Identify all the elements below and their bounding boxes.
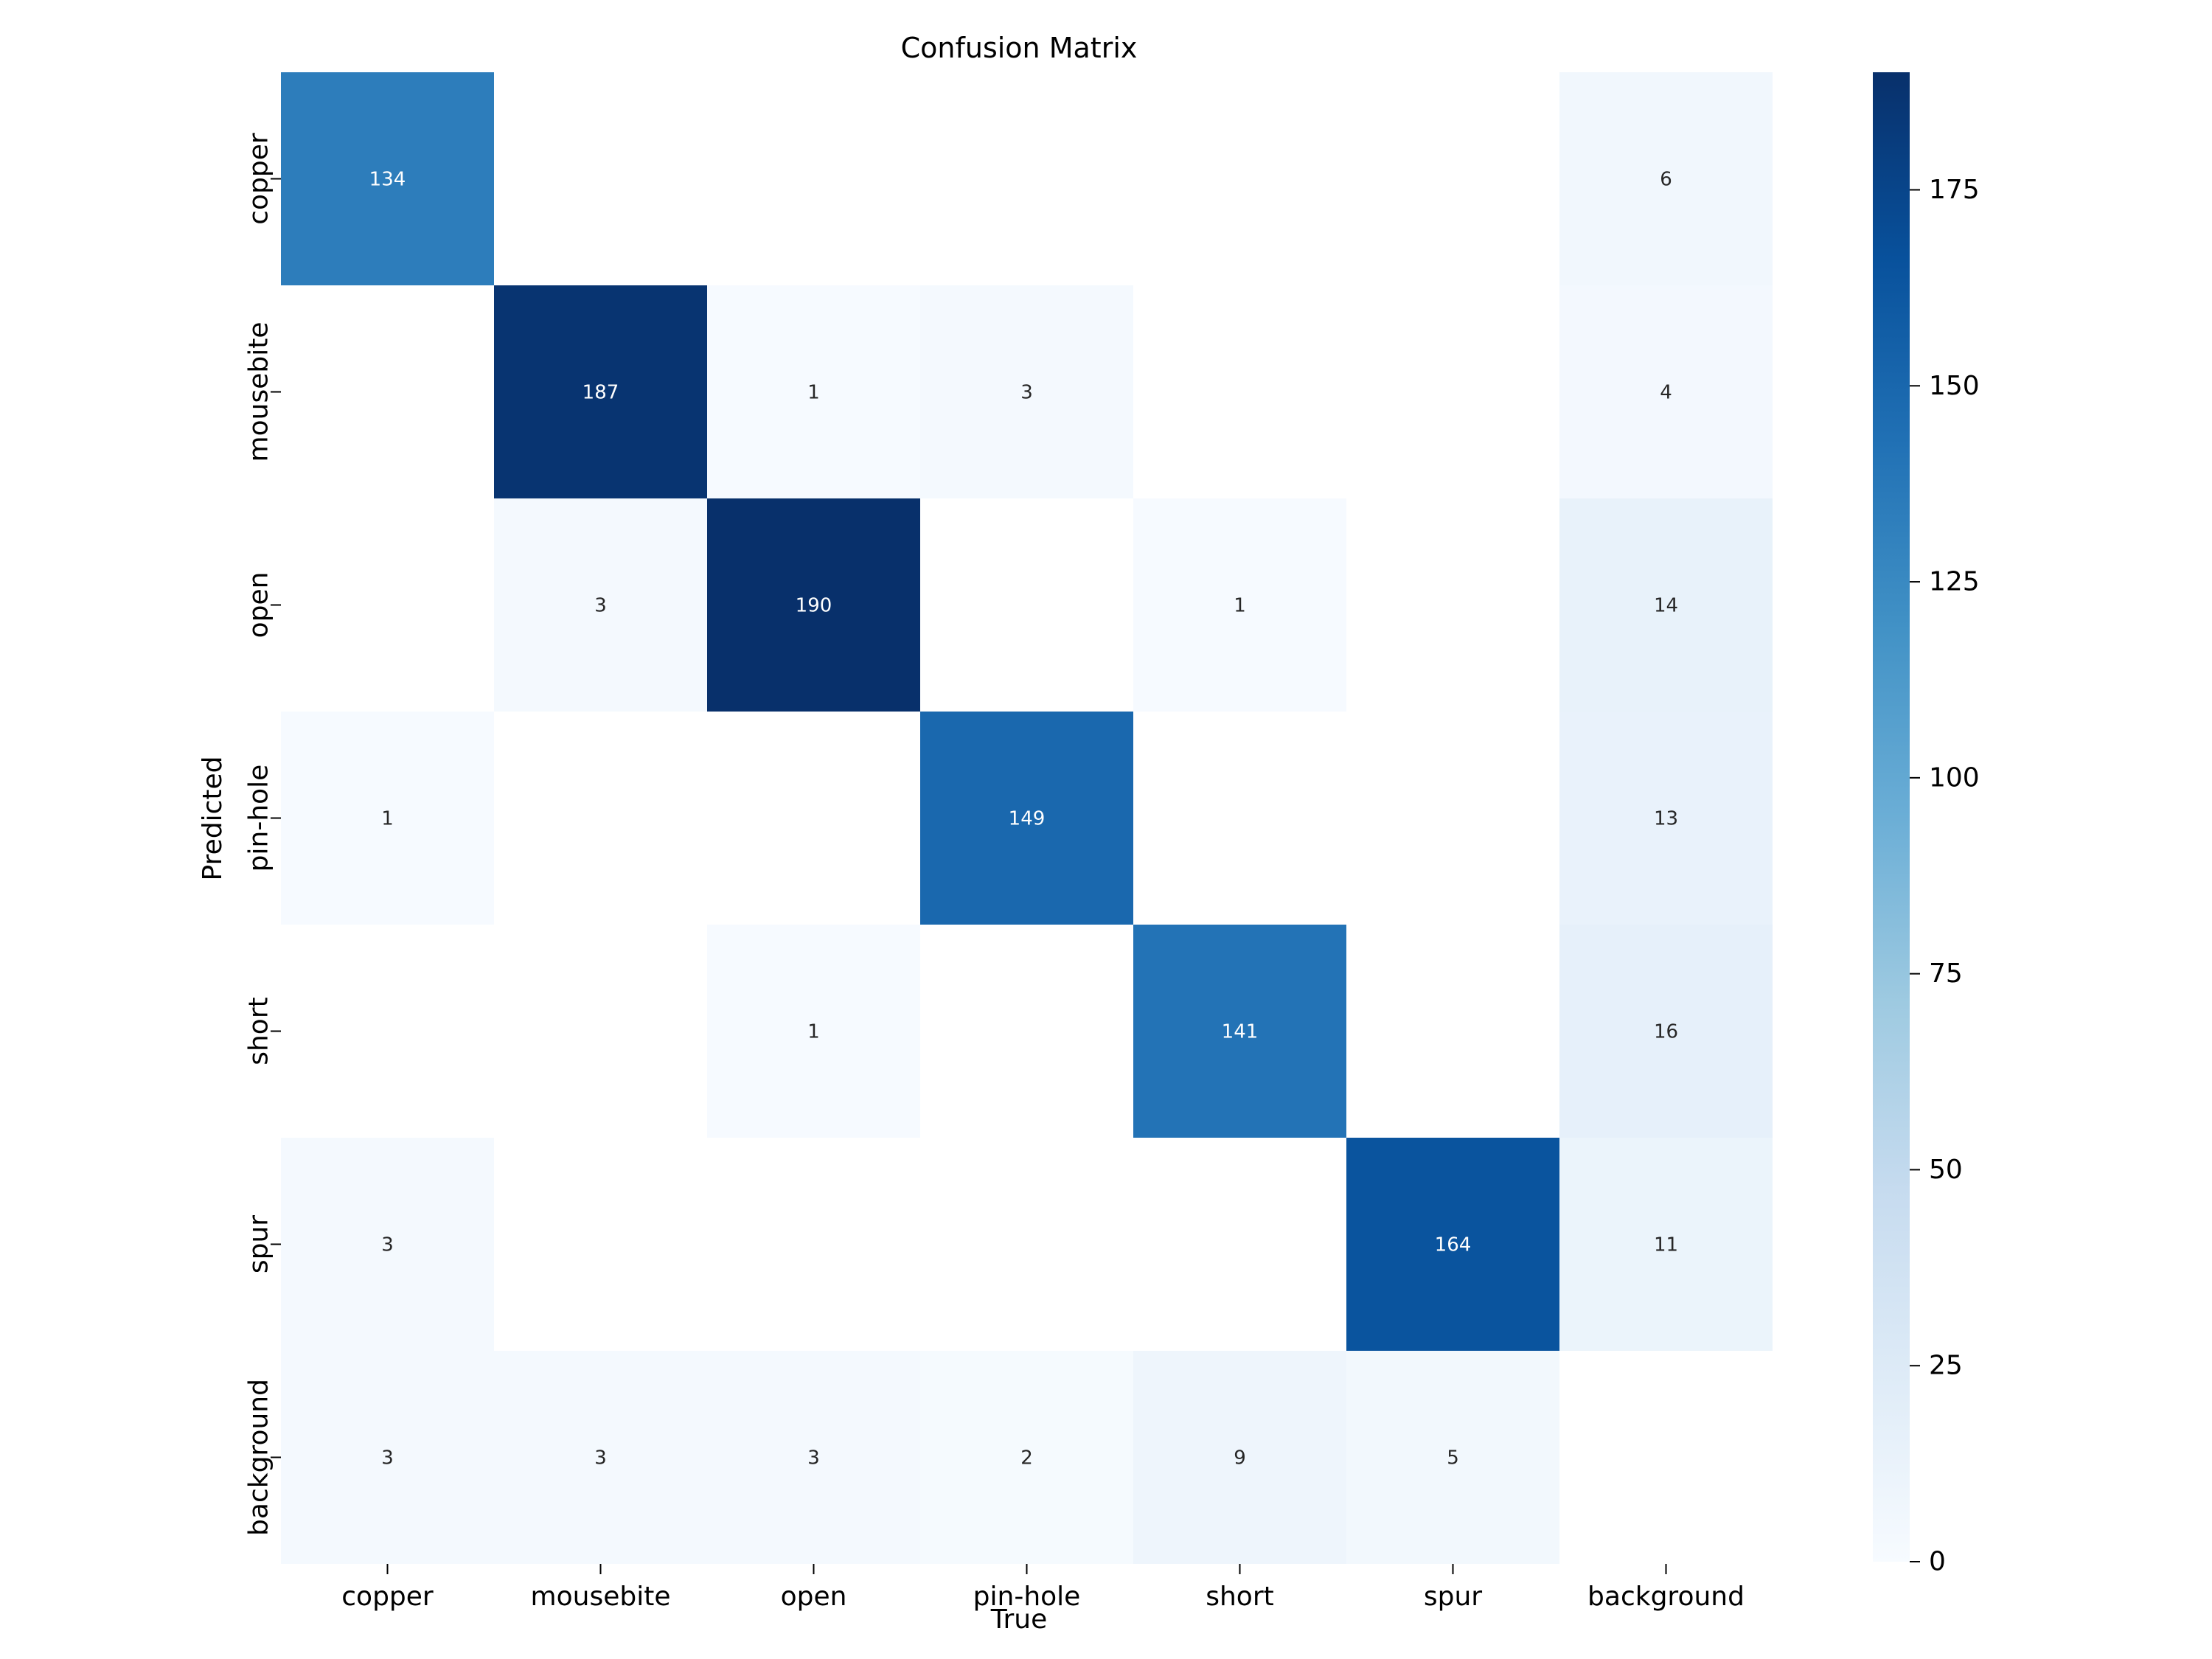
cell-value-label: 3 (594, 1447, 607, 1470)
cell-value-label: 6 (1660, 169, 1672, 191)
heatmap-cell (920, 712, 1133, 925)
cell-value-label: 1 (1234, 595, 1246, 617)
colorbar-tick-label: 0 (1929, 1547, 1946, 1577)
heatmap-cell (920, 285, 1133, 498)
y-tick-label: spur (244, 1215, 274, 1273)
heatmap-cell (494, 498, 707, 712)
cell-value-label: 1 (381, 808, 394, 830)
x-tick-label: pin-hole (973, 1582, 1081, 1612)
heatmap-cell (707, 498, 920, 712)
cell-value-label: 5 (1447, 1447, 1459, 1470)
heatmap-cell (920, 1351, 1133, 1564)
cell-value-label: 3 (381, 1447, 394, 1470)
x-tick-label: copper (341, 1582, 434, 1612)
heatmap-cell (1346, 1351, 1559, 1564)
heatmap-cell (1559, 1138, 1773, 1351)
colorbar-tick-label: 150 (1929, 371, 1980, 401)
cell-value-label: 149 (1009, 808, 1046, 830)
colorbar-gradient (1873, 72, 1910, 1562)
cell-value-label: 9 (1234, 1447, 1246, 1470)
cell-value-label: 134 (369, 169, 406, 191)
cell-value-label: 2 (1020, 1447, 1033, 1470)
cell-value-label: 190 (796, 595, 832, 617)
heatmap-cell (1559, 498, 1773, 712)
y-tick-label: background (244, 1379, 274, 1536)
y-axis: copper mousebite open pin-hole short spur back… (244, 133, 281, 1536)
cell-value-label: 1 (807, 382, 820, 404)
heatmap-cell (281, 72, 494, 285)
heatmap-cell (494, 285, 707, 498)
heatmap-cell (707, 925, 920, 1138)
y-tick-label: pin-hole (244, 765, 274, 872)
cell-value-label: 3 (1020, 382, 1033, 404)
cell-value-label: 187 (582, 382, 619, 404)
chart-title: Confusion Matrix (901, 32, 1138, 64)
cell-value-label: 141 (1222, 1021, 1259, 1043)
heatmap-cell (1559, 285, 1773, 498)
heatmap-cell (1559, 712, 1773, 925)
y-tick-label: short (244, 997, 274, 1065)
y-tick-label: mousebite (244, 322, 274, 462)
colorbar-tick-label: 100 (1929, 762, 1980, 793)
x-tick-label: short (1206, 1582, 1274, 1612)
heatmap-cell (494, 1351, 707, 1564)
heatmap-cell (281, 1138, 494, 1351)
colorbar-tick-label: 125 (1929, 567, 1980, 597)
y-axis-label: Predicted (198, 757, 228, 881)
colorbar-tick-label: 175 (1929, 175, 1980, 205)
heatmap-cell (1559, 72, 1773, 285)
cell-value-label: 4 (1660, 382, 1672, 404)
heatmap-cell (1346, 1138, 1559, 1351)
cell-value-label: 164 (1435, 1234, 1472, 1256)
cell-value-label: 11 (1654, 1234, 1678, 1256)
heatmap-cell (707, 285, 920, 498)
heatmap-cell (1559, 925, 1773, 1138)
heatmap-cell (1133, 925, 1346, 1138)
x-tick-label: open (781, 1582, 847, 1612)
x-axis-label: True (990, 1604, 1047, 1635)
cell-value-label: 3 (594, 595, 607, 617)
x-axis: copper mousebite open pin-hole short spur back… (341, 1564, 1745, 1612)
heatmap-cell (1133, 498, 1346, 712)
heatmap-cell (707, 1351, 920, 1564)
colorbar-tick-label: 75 (1929, 959, 1963, 989)
colorbar-tick-label: 25 (1929, 1351, 1963, 1381)
colorbar: 0 25 50 75 100 125 150 175 (1873, 72, 1980, 1577)
x-tick-label: background (1587, 1582, 1745, 1612)
x-tick-label: spur (1424, 1582, 1482, 1612)
heatmap-cell (281, 1351, 494, 1564)
cell-value-label: 16 (1654, 1021, 1678, 1043)
cell-value-label: 3 (807, 1447, 820, 1470)
x-tick-label: mousebite (531, 1582, 671, 1612)
cell-value-label: 14 (1654, 595, 1678, 617)
cell-value-label: 13 (1654, 808, 1678, 830)
cell-value-label: 3 (381, 1234, 394, 1256)
cell-value-label: 1 (807, 1021, 820, 1043)
colorbar-tick-label: 50 (1929, 1155, 1963, 1185)
heatmap-cell (1133, 1351, 1346, 1564)
y-tick-label: open (244, 572, 274, 639)
heatmap-cell (281, 712, 494, 925)
y-tick-label: copper (244, 133, 274, 225)
